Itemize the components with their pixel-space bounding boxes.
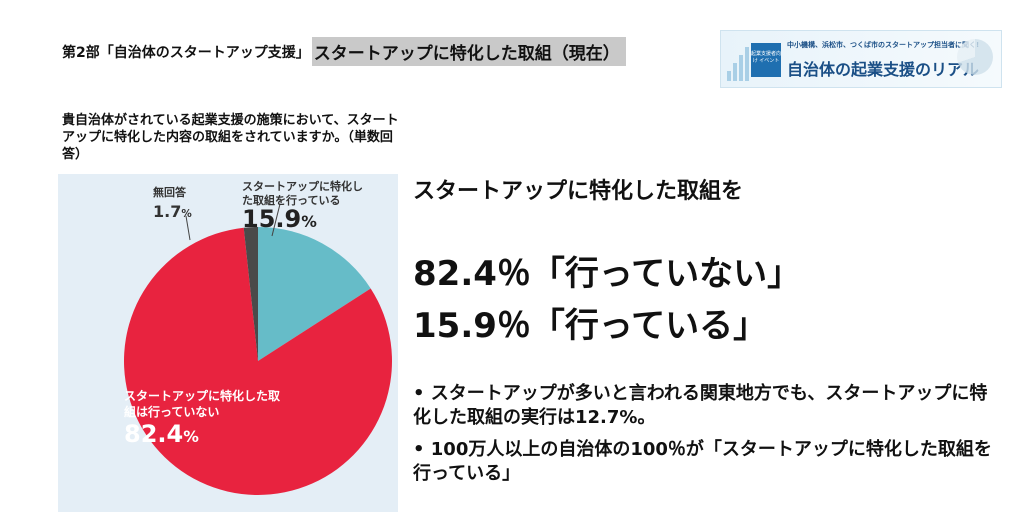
label-doing-text: スタートアップに特化した取組を行っている [242, 180, 363, 207]
banner-subtitle: 中小機構、浜松市、つくば市のスタートアップ担当者に聞く! [787, 41, 980, 49]
summary-doing: 15.9％「行っている」 [413, 306, 768, 346]
label-not-doing: スタートアップに特化した取組は行っていない 82.4% [124, 388, 284, 448]
event-banner[interactable]: 起業支援者向け イベント 中小機構、浜松市、つくば市のスタートアップ担当者に聞く… [720, 30, 1002, 88]
pie-chart-panel: 無回答 1.7% スタートアップに特化した取組を行っている 15.9% スタート… [58, 174, 398, 512]
topic-title: スタートアップに特化した取組（現在） [311, 37, 626, 66]
pie-chart [124, 203, 393, 495]
summary-headline: スタートアップに特化した取組を [413, 179, 744, 204]
bullet-item: 100万人以上の自治体の100％が「スタートアップに特化した取組を行っている」 [413, 438, 998, 486]
label-doing-pct: 15.9% [242, 205, 317, 233]
survey-question: 貴自治体がされている起業支援の施策において、スタートアップに特化した内容の取組を… [62, 113, 399, 162]
label-no-answer: 無回答 1.7% [153, 184, 192, 221]
leader-line-doing [271, 203, 281, 237]
slide-header: 第2部「自治体のスタートアップ支援」 スタートアップに特化した取組（現在） [62, 37, 626, 66]
banner-title: 自治体の起業支援のリアル [787, 60, 979, 79]
label-no-answer-pct: 1.7% [153, 202, 192, 221]
label-not-doing-pct: 82.4% [124, 420, 199, 448]
pie-slice-no-answer [243, 227, 258, 361]
label-not-doing-text: スタートアップに特化した取組は行っていない [124, 389, 281, 419]
leader-line-none [185, 215, 191, 241]
pie-slice-not-doing [124, 227, 393, 495]
bullet-item: スタートアップが多いと言われる関東地方でも、スタートアップに特化した取組の実行は… [413, 382, 998, 430]
banner-bars-graphic [727, 47, 749, 81]
label-no-answer-text: 無回答 [153, 186, 186, 199]
pie-slice-doing [258, 227, 371, 361]
summary-not-doing: 82.4％「行っていない」 [413, 254, 802, 294]
section-title: 第2部「自治体のスタートアップ支援」 [62, 44, 310, 61]
summary-bullets: スタートアップが多いと言われる関東地方でも、スタートアップに特化した取組の実行は… [413, 382, 998, 494]
banner-tag: 起業支援者向け イベント [751, 43, 781, 77]
label-doing: スタートアップに特化した取組を行っている 15.9% [242, 180, 372, 233]
banner-pie-graphic [957, 39, 993, 75]
